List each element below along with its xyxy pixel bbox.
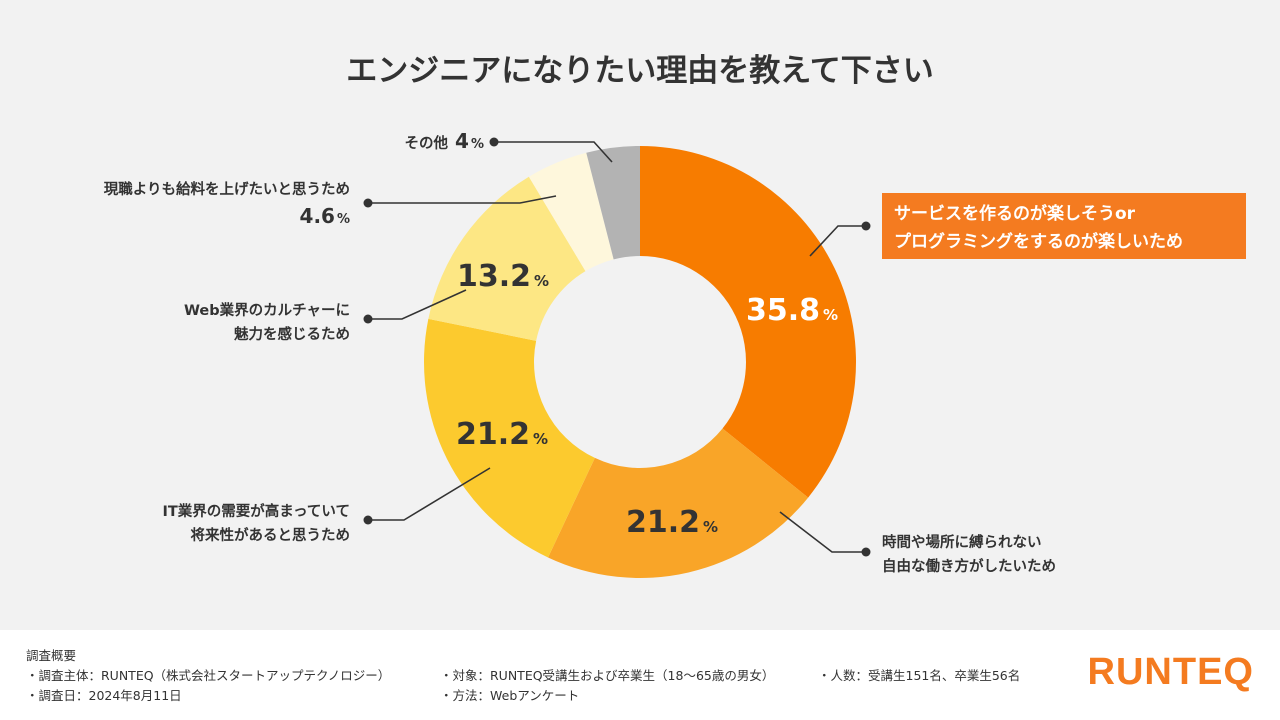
leader-line-1	[779, 511, 866, 553]
slice-value-4: 4.6%	[300, 204, 350, 228]
survey-footer: 調査概要 ・調査主体：RUNTEQ（株式会社スタートアップテクノロジー） ・対象…	[0, 630, 1280, 720]
leader-line-4	[368, 195, 557, 204]
category-label-3: Web業界のカルチャーに魅力を感じるため	[184, 301, 350, 343]
donut-chart: エンジニアになりたい理由を教えて下さい 35.8 % 21.2 % 21.2 % 13.2%…	[104, 53, 1246, 578]
slice-0	[640, 146, 856, 498]
leader-dot-0	[861, 221, 871, 231]
category-label-0: サービスを作るのが楽しそうor プログラミングをするのが楽しいため	[894, 203, 1183, 252]
survey-date: ・調査日：2024年8月11日	[26, 688, 182, 703]
category-label-1: 時間や場所に縛られない自由な働き方がしたいため	[882, 533, 1056, 575]
slice-2	[424, 318, 595, 558]
slice-3	[428, 176, 586, 341]
runteq-logo: RUNTEQ	[1087, 651, 1254, 693]
slice-value-3: 13.2%	[457, 259, 549, 294]
slice-value-2: 21.2%	[456, 417, 548, 452]
leader-dot-3	[363, 314, 373, 324]
survey-sponsor: ・調査主体：RUNTEQ（株式会社スタートアップテクノロジー）	[26, 668, 391, 683]
leader-dot-4	[363, 198, 373, 208]
leader-line-0	[809, 225, 866, 257]
leader-line-3	[368, 289, 467, 320]
slice-5	[586, 146, 640, 260]
leader-dot-1	[861, 547, 871, 557]
chart-title: エンジニアになりたい理由を教えて下さい	[346, 53, 933, 89]
survey-method: ・方法：Webアンケート	[440, 688, 580, 703]
highlight-label-box	[882, 193, 1246, 259]
category-label-5: その他 4%	[404, 129, 484, 153]
slice-value-1: 21.2%	[626, 505, 718, 540]
slice-4	[528, 152, 614, 272]
survey-heading: 調査概要	[26, 648, 77, 663]
survey-target: ・対象：RUNTEQ受講生および卒業生（18〜65歳の男女）	[440, 668, 775, 683]
slice-value-0: 35.8%	[746, 293, 838, 328]
category-label-4: 現職よりも給料を上げたいと思うため	[104, 180, 350, 198]
leader-dot-2	[363, 515, 373, 525]
category-label-2: IT業界の需要が高まっていて将来性があると思うため	[162, 502, 350, 544]
slice-1	[548, 428, 809, 578]
leader-dot-5	[489, 137, 499, 147]
leader-line-5	[494, 141, 613, 163]
leader-line-2	[368, 467, 491, 521]
survey-count: ・人数：受講生151名、卒業生56名	[818, 668, 1021, 683]
